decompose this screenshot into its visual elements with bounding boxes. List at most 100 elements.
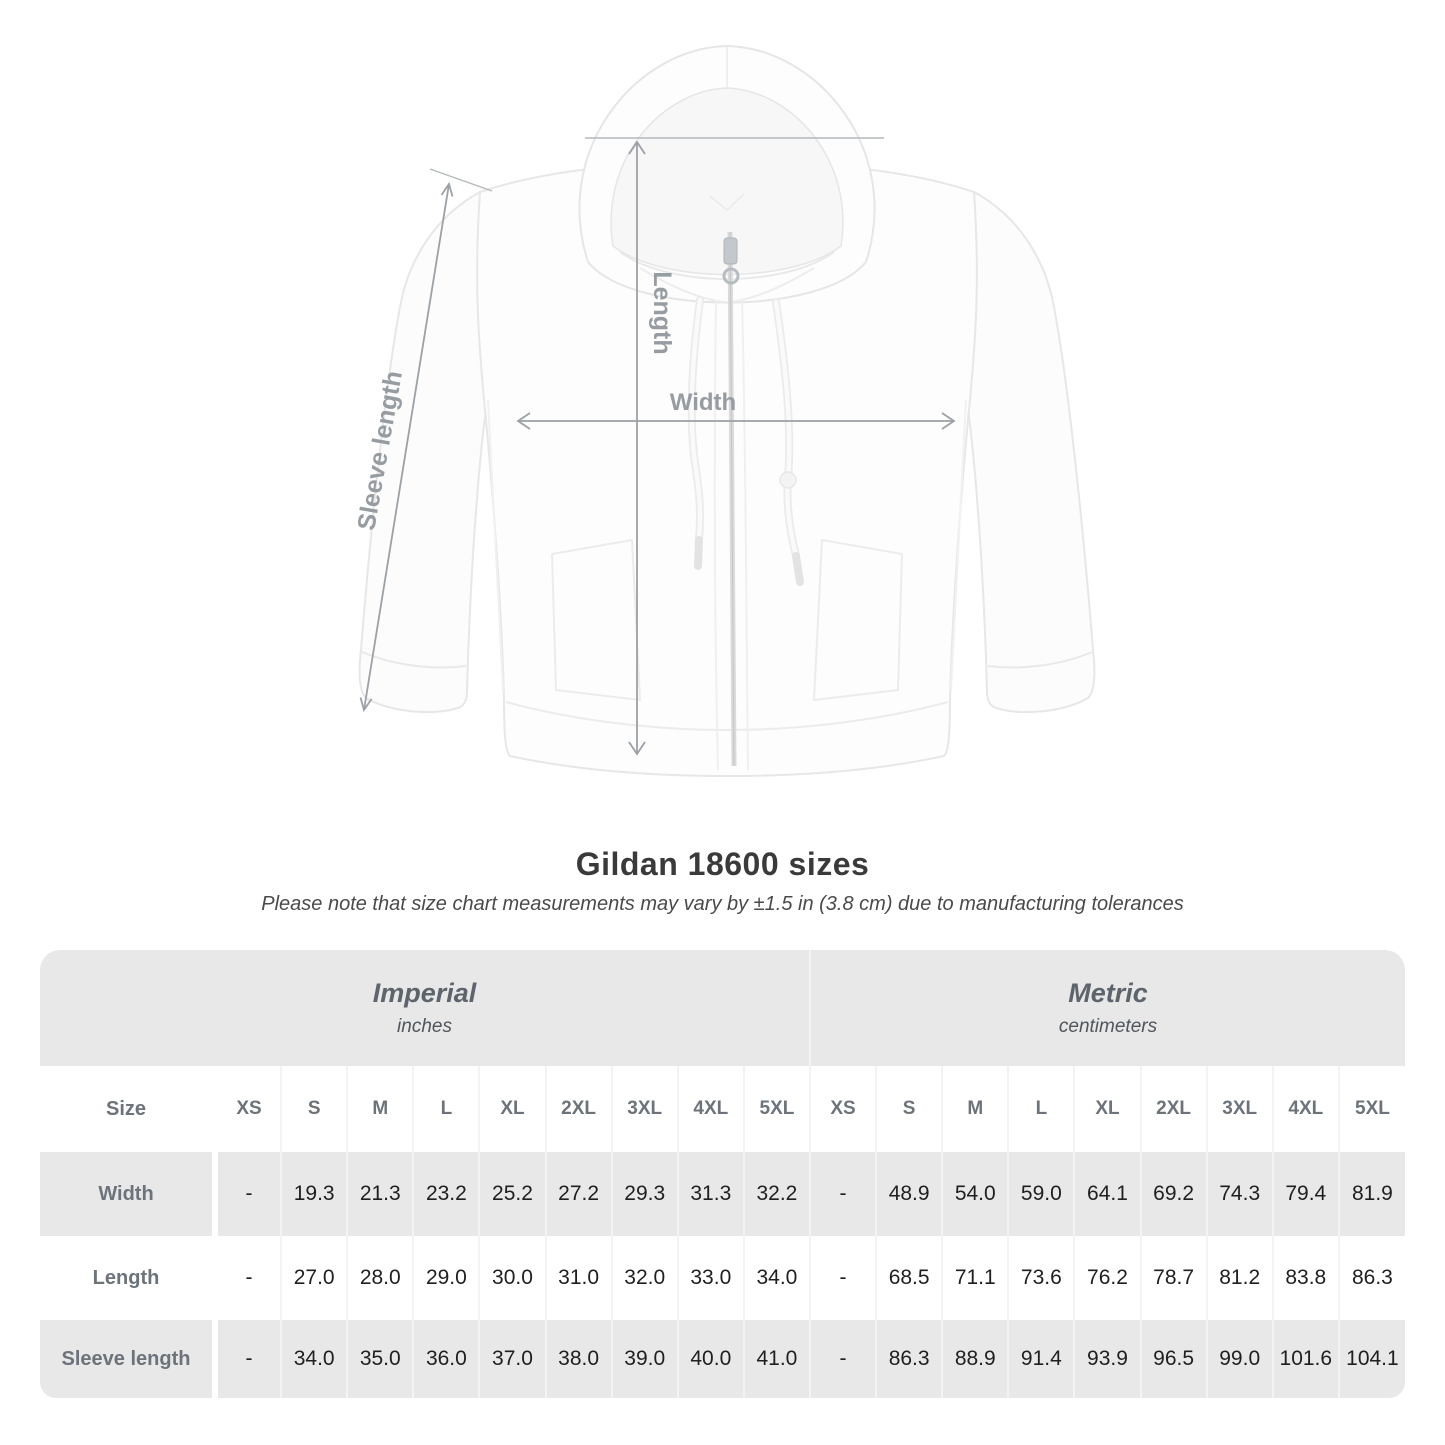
length-value-cell: 31.0 [544, 1236, 612, 1320]
hoodie-body [476, 161, 978, 777]
page-title: Gildan 18600 sizes [575, 846, 870, 882]
size-table: Imperial inches Metric centimeters Size … [40, 950, 1405, 1398]
length-value-cell: 86.3 [1337, 1236, 1405, 1320]
size-header-cell: S [280, 1066, 348, 1152]
left-placket-seam [713, 299, 719, 771]
length-value-cell: 28.0 [346, 1236, 414, 1320]
length-value-cell: - [211, 1236, 282, 1320]
length-value-cell: 73.6 [1007, 1236, 1075, 1320]
size-header-cell: M [941, 1066, 1009, 1152]
length-value-cell: 68.5 [875, 1236, 943, 1320]
sleeve-value-cell: 93.9 [1073, 1320, 1141, 1398]
hoodie-illustration: Length Width Sleeve length [352, 45, 1096, 777]
length-value-cell: 71.1 [941, 1236, 1009, 1320]
length-arrowhead-top [628, 140, 646, 155]
tolerance-note: Please note that size chart measurements… [261, 893, 1184, 915]
sleeve-value-cell: - [211, 1320, 282, 1398]
width-measure-label: Width [670, 389, 736, 416]
length-value-cell: 78.7 [1139, 1236, 1207, 1320]
sleeve-value-cell: 99.0 [1205, 1320, 1273, 1398]
length-value-cell: 30.0 [478, 1236, 546, 1320]
sleeve-value-cell: 91.4 [1007, 1320, 1075, 1398]
width-row-label: Width [40, 1152, 215, 1236]
length-value-cell: 34.0 [742, 1236, 810, 1320]
width-value-cell: 27.2 [544, 1152, 612, 1236]
sleeve-value-cell: 41.0 [742, 1320, 810, 1398]
metric-group-header: Metric centimeters [808, 950, 1405, 1066]
sleeve-value-cell: - [808, 1320, 877, 1398]
left-drawstring-highlight [689, 297, 703, 543]
width-value-cell: 48.9 [875, 1152, 943, 1236]
hood-inner-shadow [619, 251, 835, 280]
right-side-seam [950, 399, 967, 691]
length-value-cell: 81.2 [1205, 1236, 1273, 1320]
width-value-cell: 69.2 [1139, 1152, 1207, 1236]
size-header-cell: 5XL [742, 1066, 810, 1152]
sleeve-arrowhead-bottom [359, 697, 373, 713]
width-value-cell: 32.2 [742, 1152, 810, 1236]
sleeve-value-cell: 40.0 [676, 1320, 744, 1398]
size-header-cell: XS [211, 1066, 282, 1152]
size-header-cell: S [875, 1066, 943, 1152]
imperial-group-unit: inches [397, 1016, 452, 1037]
length-row-label: Length [92, 1266, 160, 1289]
size-header-cell: XS [808, 1066, 877, 1152]
width-row: Width -19.3 21.3 23.2 25.2 27.2 29.3 31.3 32.2-… [40, 1152, 1405, 1236]
sleeve-length-arrow [363, 183, 450, 711]
width-value-cell: - [211, 1152, 282, 1236]
hood-fold [709, 193, 745, 211]
length-measure-label: Length [648, 271, 676, 354]
right-pocket [813, 539, 903, 701]
sleeve-value-cell: 86.3 [875, 1320, 943, 1398]
imperial-group-title: Imperial [372, 978, 477, 1008]
width-value-cell: 54.0 [941, 1152, 1009, 1236]
hoodie-left-sleeve [358, 191, 500, 714]
sleeve-length-row: Sleeve length -34.0 35.0 36.0 37.0 38.0 39.0 4… [40, 1320, 1405, 1398]
length-value-cell: 76.2 [1073, 1236, 1141, 1320]
length-arrowhead-bottom [628, 741, 646, 756]
shoulder-reference-tick [429, 168, 493, 192]
sleeve-row-label: Sleeve length [40, 1320, 215, 1398]
size-header-cell: 3XL [610, 1066, 678, 1152]
size-table-container: Imperial inches Metric centimeters Size … [40, 950, 1405, 1398]
right-drawstring-knot [779, 471, 797, 489]
width-value-cell: 64.1 [1073, 1152, 1141, 1236]
hem-seam [505, 701, 949, 732]
sleeve-value-cell: 96.5 [1139, 1320, 1207, 1398]
sleeve-value-cell: 88.9 [941, 1320, 1009, 1398]
width-value-cell: - [808, 1152, 877, 1236]
size-header-cell: L [412, 1066, 480, 1152]
size-header-cell: 4XL [676, 1066, 744, 1152]
length-value-cell: 83.8 [1271, 1236, 1339, 1320]
sleeve-value-cell: 35.0 [346, 1320, 414, 1398]
right-cuff-seam [987, 651, 1093, 669]
sleeve-value-cell: 39.0 [610, 1320, 678, 1398]
imperial-group-header: Imperial inches [40, 950, 810, 1066]
right-drawstring-highlight [773, 299, 799, 559]
width-value-cell: 31.3 [676, 1152, 744, 1236]
size-header-cell: XL [1073, 1066, 1141, 1152]
metric-group-title: Metric [1068, 978, 1148, 1008]
width-value-cell: 29.3 [610, 1152, 678, 1236]
hoodie-figure: Length Width Sleeve length [352, 45, 1096, 777]
caption-block: Gildan 18600 sizes Please note that size… [40, 846, 1405, 916]
hoodie-right-sleeve [954, 191, 1096, 714]
width-value-cell: 21.3 [346, 1152, 414, 1236]
right-drawstring-aglet [792, 552, 804, 586]
size-header-cell: 2XL [1139, 1066, 1207, 1152]
sleeve-arrowhead-top [440, 181, 454, 197]
left-drawstring-aglet [694, 536, 703, 570]
zipper-slider [723, 237, 738, 265]
hood-opening [610, 87, 844, 276]
left-collar-seam [639, 267, 725, 303]
size-header-cell: 3XL [1205, 1066, 1273, 1152]
zipper-center-line [729, 231, 735, 767]
size-header-cell: 5XL [1337, 1066, 1405, 1152]
right-collar-seam [729, 267, 815, 303]
width-value-cell: 79.4 [1271, 1152, 1339, 1236]
width-arrowhead-right [941, 412, 956, 430]
sleeve-value-cell: 101.6 [1271, 1320, 1339, 1398]
length-value-cell: 27.0 [280, 1236, 348, 1320]
zipper-pull-ring [722, 267, 740, 285]
